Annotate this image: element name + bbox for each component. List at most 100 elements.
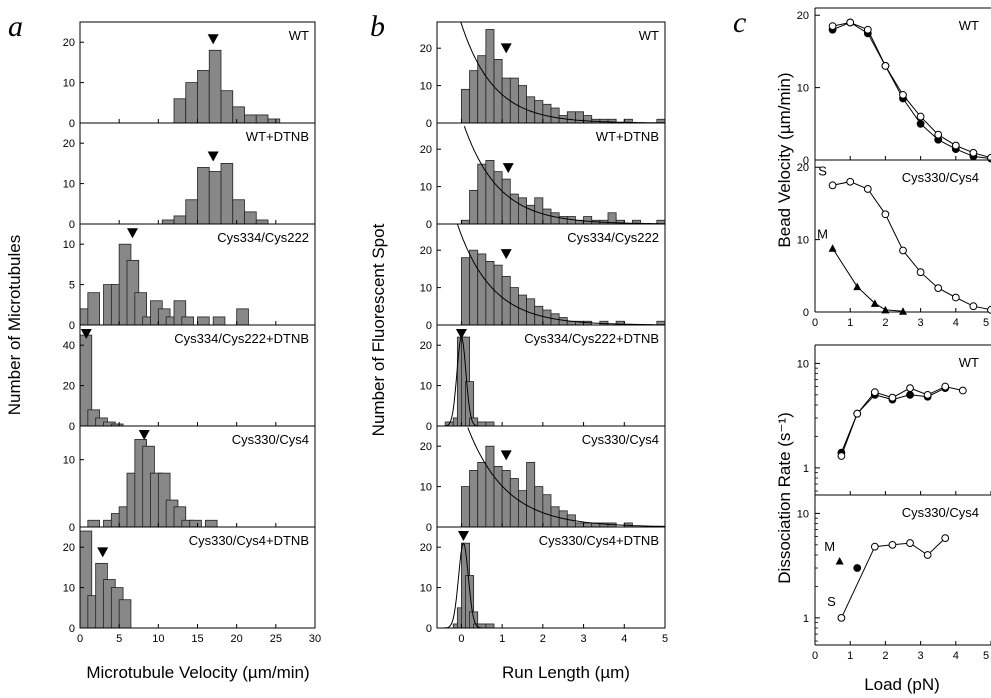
- c-top-point-0-1-7: [951, 141, 960, 150]
- a-ytick-label-0-0: 0: [69, 118, 75, 130]
- a-ytick-label-5-2: 20: [63, 542, 75, 554]
- a-bar-1-5: [220, 162, 234, 225]
- a-subplot-label-1: WT+DTNB: [246, 129, 309, 144]
- b-bar-1-4: [493, 171, 503, 225]
- b-bar-1-10: [542, 208, 552, 225]
- a-subplot-label-4: Cys330/Cys4: [232, 432, 309, 447]
- c-top-ytick-label-0-2: 20: [797, 10, 809, 22]
- c-bot-ytick-label-1-0: 1: [803, 613, 809, 625]
- c-top-subplot-label-1: Cys330/Cys4: [902, 170, 979, 185]
- b-ytick-label-4-0: 0: [426, 522, 432, 534]
- b-bar-4-0: [461, 486, 470, 528]
- c-bot-ytick-label-0-0: 1: [803, 463, 809, 475]
- b-bar-0-10: [542, 103, 552, 124]
- b-ytick-label-4-2: 20: [420, 441, 432, 453]
- c-top-point-0-1-8: [969, 148, 978, 157]
- b-bar-2-0: [461, 257, 470, 326]
- c-top-point-1-0-9: [987, 305, 991, 314]
- ylabel-b: Number of Fluorescent Spot: [369, 223, 388, 436]
- a-bar-4-12: [189, 519, 202, 528]
- b-ytick-label-4-1: 10: [420, 482, 432, 494]
- b-bar-2-6: [509, 287, 519, 326]
- b-bar-4-10: [542, 494, 552, 528]
- c-bot-point-0-1-2: [870, 388, 879, 397]
- a-bar-1-4: [208, 171, 222, 225]
- a-subplot-label-3: Cys334/Cys222+DTNB: [174, 331, 309, 346]
- b-subplot-label-5: Cys330/Cys4+DTNB: [539, 533, 659, 548]
- xlabel-b: Run Length (µm): [502, 663, 630, 682]
- a-ytick-label-0-1: 10: [63, 78, 75, 90]
- b-bar-0-14: [575, 111, 584, 124]
- b-xtick-label-2: 2: [540, 633, 546, 645]
- c-top-point-0-1-3: [881, 62, 890, 70]
- c-top-xtick-label-0: 0: [812, 317, 818, 329]
- b-frame-5: [436, 526, 666, 629]
- a-ytick-label-2-0: 0: [69, 320, 75, 332]
- c-top-point-0-1-6: [934, 130, 943, 139]
- b-xtick-label-1: 1: [499, 633, 505, 645]
- ylabel-c-top: Bead Velocity (µm/min): [775, 72, 794, 247]
- c-top-point-0-1-2: [863, 25, 872, 34]
- a-bar-2-15: [236, 308, 249, 326]
- a-bar-1-8: [255, 219, 269, 225]
- a-bar-4-13: [204, 519, 218, 528]
- a-ytick-label-3-2: 40: [63, 340, 75, 352]
- a-bar-0-5: [232, 106, 245, 124]
- c-top-point-1-0-0: [828, 181, 837, 190]
- b-bar-4-4: [493, 465, 503, 528]
- a-bar-2-13: [197, 316, 210, 326]
- ylabel-a: Number of Microtubules: [5, 235, 24, 415]
- b-bar-1-3: [485, 160, 495, 225]
- b-subplot-label-1: WT+DTNB: [596, 129, 659, 144]
- a-ytick-label-1-1: 10: [63, 179, 75, 191]
- b-bar-4-1: [469, 470, 479, 528]
- xlabel-c: Load (pN): [864, 675, 940, 694]
- c-top-xtick-label-5: 5: [983, 317, 989, 329]
- b-marker-3: [455, 329, 467, 339]
- c-top-point-1-0-2: [863, 185, 872, 193]
- b-ytick-label-5-0: 0: [426, 623, 432, 635]
- b-subplot-0: 0 10 20 WT: [420, 21, 666, 130]
- panel-a: 0 10 20 WT 0 10 20 WT+DTNB 0 5 10 Cys334/Cys222 0 20 4…: [63, 21, 321, 645]
- a-ytick-label-5-1: 10: [63, 583, 75, 595]
- b-subplot-5: 0 10 20 Cys330/Cys4+DTNB: [420, 526, 666, 635]
- c-bot-xtick-label-5: 5: [983, 650, 989, 662]
- c-bot-point-0-0-4: [906, 390, 914, 399]
- a-ytick-label-2-1: 5: [69, 280, 75, 292]
- c-top-point-0-1-5: [916, 112, 925, 121]
- c-bot-point-0-1-7: [958, 386, 967, 395]
- a-marker-2: [126, 228, 138, 239]
- c-top-point-0-0-5: [916, 119, 925, 128]
- b-marker-5: [457, 531, 469, 541]
- c-top-point-1-1-2: [870, 299, 879, 307]
- b-bar-0-6: [509, 77, 519, 124]
- b-bar-0-11: [550, 107, 560, 124]
- a-subplot-3: 0 20 40 Cys334/Cys222+DTNB: [63, 324, 316, 433]
- c-top-series-line-0-1: [832, 21, 991, 159]
- c-top-point-1-0-3: [881, 210, 890, 219]
- b-ytick-label-1-1: 10: [420, 182, 432, 194]
- b-bar-1-11: [550, 212, 560, 225]
- b-fit-curve-2: [457, 224, 665, 326]
- b-ytick-label-1-2: 20: [420, 144, 432, 156]
- b-bar-1-1: [469, 189, 479, 225]
- a-xtick-label-6: 30: [309, 633, 321, 645]
- c-bot-xtick-label-3: 3: [918, 650, 924, 662]
- a-subplot-label-2: Cys334/Cys222: [217, 230, 309, 245]
- c-bot-series-line-1-1: [840, 537, 946, 619]
- c-top-point-1-0-5: [916, 268, 925, 277]
- c-bot-point-1-0-0: [835, 557, 844, 565]
- c-top-xtick-label-3: 3: [918, 317, 924, 329]
- c-top-series-line-1-0: [832, 181, 991, 311]
- c-bot-point-0-1-5: [923, 390, 932, 399]
- b-subplot-label-3: Cys334/Cys222+DTNB: [524, 331, 659, 346]
- b-bar-4-7: [518, 490, 527, 528]
- a-marker-4: [138, 430, 150, 440]
- ylabel-c-bottom: Dissociation Rate (s⁻¹): [775, 412, 794, 583]
- b-subplot-label-2: Cys334/Cys222: [567, 230, 659, 245]
- c-bot-ytick-label-1-1: 10: [797, 508, 809, 520]
- b-bar-4-6: [509, 478, 519, 528]
- a-ytick-label-1-0: 0: [69, 219, 75, 231]
- b-bar-0-3: [485, 29, 495, 124]
